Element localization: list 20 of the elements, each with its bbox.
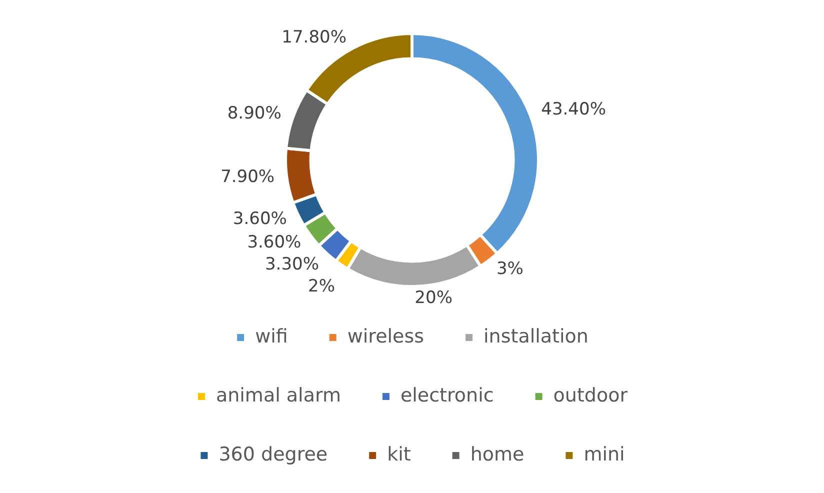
data-label: 2%: [308, 276, 335, 297]
legend-label: installation: [484, 325, 588, 348]
data-label: 3.30%: [264, 254, 319, 275]
legend-label: animal alarm: [216, 384, 341, 406]
legend-label: home: [470, 443, 524, 466]
data-label: 8.90%: [227, 103, 282, 124]
legend-label: kit: [387, 443, 411, 466]
legend-label: mini: [584, 443, 625, 466]
legend-label: 360 degree: [218, 443, 328, 466]
legend-label: wifi: [255, 325, 288, 348]
data-label: 17.80%: [282, 27, 346, 48]
legend-label: outdoor: [553, 384, 628, 406]
data-label: 7.90%: [220, 166, 275, 187]
legend-label: wireless: [347, 325, 424, 348]
legend-label: electronic: [400, 384, 494, 406]
data-label: 3.60%: [247, 232, 302, 253]
data-label: 3.60%: [232, 208, 287, 229]
data-label: 3%: [496, 259, 524, 280]
data-label: 20%: [414, 288, 452, 308]
data-label: 43.40%: [541, 99, 606, 120]
